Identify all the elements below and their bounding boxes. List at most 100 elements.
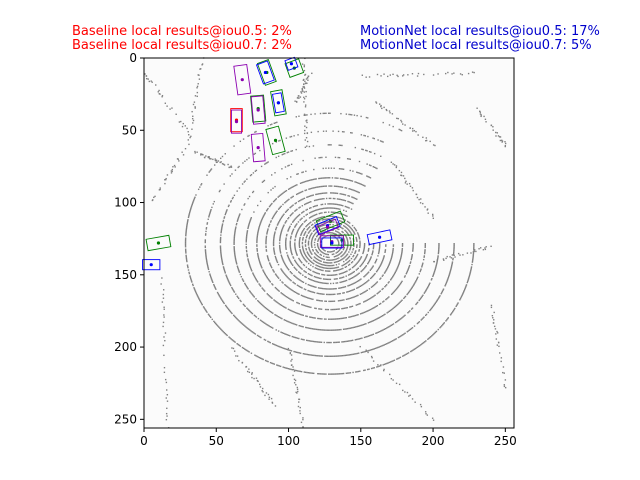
lidar-point bbox=[409, 310, 411, 312]
lidar-point bbox=[250, 268, 253, 271]
lidar-point bbox=[301, 253, 303, 256]
lidar-point bbox=[224, 212, 227, 215]
lidar-point bbox=[325, 256, 328, 258]
lidar-point bbox=[303, 288, 306, 290]
lidar-point bbox=[340, 217, 343, 220]
lidar-point bbox=[237, 216, 240, 219]
lidar-point bbox=[324, 355, 326, 357]
lidar-point bbox=[296, 216, 298, 218]
lidar-point bbox=[303, 96, 305, 99]
lidar-point bbox=[301, 90, 304, 92]
lidar-point bbox=[351, 289, 353, 292]
lidar-point bbox=[277, 222, 280, 224]
lidar-point bbox=[298, 293, 300, 295]
lidar-point bbox=[316, 261, 318, 264]
lidar-point bbox=[254, 276, 256, 279]
lidar-point bbox=[228, 336, 230, 338]
lidar-point bbox=[306, 371, 308, 374]
lidar-point bbox=[401, 334, 403, 337]
lidar-point bbox=[316, 186, 318, 188]
lidar-point bbox=[219, 327, 221, 329]
lidar-point bbox=[273, 252, 276, 254]
lidar-point bbox=[220, 251, 222, 254]
lidar-point bbox=[312, 215, 314, 217]
lidar-point bbox=[387, 266, 389, 269]
lidar-point bbox=[469, 272, 471, 274]
lidar-point bbox=[201, 63, 204, 65]
lidar-point bbox=[416, 322, 419, 325]
lidar-point bbox=[150, 80, 152, 82]
lidar-point bbox=[218, 190, 221, 193]
lidar-point bbox=[449, 256, 451, 258]
lidar-point bbox=[345, 298, 348, 301]
lidar-point bbox=[283, 213, 285, 215]
lidar-point bbox=[339, 292, 341, 295]
lidar-point bbox=[317, 252, 319, 254]
lidar-point bbox=[361, 148, 363, 150]
lidar-point bbox=[288, 349, 290, 351]
lidar-point bbox=[411, 130, 414, 132]
lidar-point bbox=[284, 222, 286, 224]
lidar-point bbox=[391, 277, 393, 279]
lidar-point bbox=[317, 372, 319, 375]
lidar-point bbox=[409, 185, 412, 187]
lidar-point bbox=[317, 255, 320, 258]
lidar-point bbox=[287, 165, 289, 167]
lidar-point bbox=[290, 249, 292, 251]
lidar-point bbox=[328, 293, 331, 296]
lidar-point bbox=[306, 82, 308, 85]
lidar-point bbox=[421, 318, 423, 320]
lidar-point bbox=[273, 238, 275, 241]
lidar-point bbox=[334, 318, 337, 320]
lidar-point bbox=[329, 223, 332, 226]
lidar-point bbox=[307, 243, 310, 245]
lidar-point bbox=[273, 214, 275, 217]
lidar-point bbox=[356, 314, 358, 316]
lidar-point bbox=[493, 319, 495, 321]
lidar-point bbox=[317, 130, 319, 133]
lidar-point bbox=[191, 203, 193, 205]
lidar-point bbox=[266, 323, 268, 326]
lidar-point bbox=[424, 243, 427, 245]
lidar-point bbox=[327, 282, 329, 285]
lidar-point bbox=[342, 317, 345, 319]
lidar-point bbox=[380, 105, 382, 108]
lidar-point bbox=[392, 247, 394, 250]
lidar-point bbox=[308, 179, 311, 182]
lidar-point bbox=[301, 325, 303, 328]
lidar-point bbox=[345, 206, 348, 208]
lidar-point bbox=[337, 300, 340, 302]
lidar-point bbox=[303, 113, 306, 116]
lidar-point bbox=[357, 261, 359, 263]
lidar-point bbox=[184, 248, 187, 250]
lidar-point bbox=[324, 253, 327, 255]
lidar-point bbox=[287, 286, 289, 288]
lidar-point bbox=[235, 224, 238, 226]
lidar-point bbox=[274, 300, 276, 302]
lidar-point bbox=[350, 245, 352, 247]
lidar-point bbox=[326, 329, 329, 331]
lidar-point bbox=[246, 285, 248, 288]
lidar-point bbox=[291, 289, 293, 291]
lidar-point bbox=[255, 355, 257, 357]
lidar-point bbox=[323, 293, 325, 295]
lidar-point bbox=[184, 239, 187, 242]
lidar-point bbox=[324, 270, 327, 272]
lidar-point bbox=[360, 284, 363, 287]
lidar-point bbox=[431, 277, 433, 280]
lidar-point bbox=[297, 193, 299, 195]
lidar-point bbox=[338, 168, 341, 170]
lidar-point bbox=[423, 341, 425, 344]
lidar-point bbox=[337, 208, 340, 210]
lidar-point bbox=[431, 417, 434, 419]
blue-bounding-box bbox=[314, 216, 341, 236]
lidar-point bbox=[336, 278, 338, 280]
lidar-point bbox=[233, 194, 236, 197]
lidar-point bbox=[206, 265, 209, 267]
lidar-point bbox=[308, 236, 311, 239]
lidar-point bbox=[299, 352, 302, 354]
lidar-point bbox=[409, 328, 412, 331]
lidar-point bbox=[278, 365, 281, 367]
lidar-point bbox=[499, 139, 502, 142]
lidar-point bbox=[368, 309, 370, 311]
